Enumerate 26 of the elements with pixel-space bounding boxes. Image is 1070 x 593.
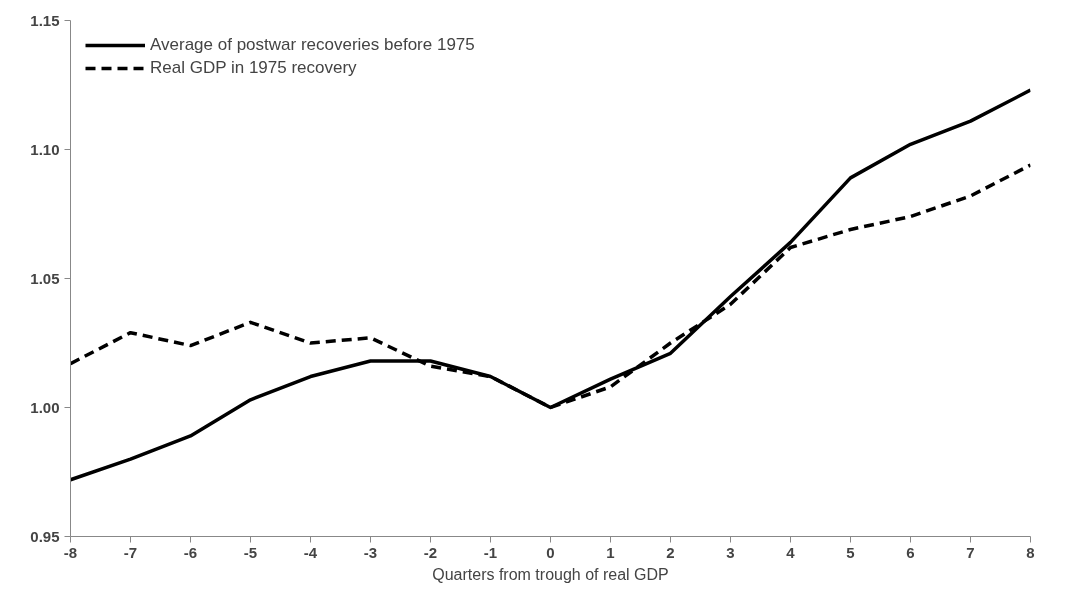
y-tick-label: 1.00 — [30, 398, 60, 416]
x-tick-label: -5 — [243, 543, 258, 561]
legend-label: Average of postwar recoveries before 1975 — [150, 35, 475, 55]
x-tick-label: 4 — [786, 543, 796, 561]
x-tick-label: -2 — [423, 543, 438, 561]
x-tick-label: 2 — [666, 543, 675, 561]
x-tick-label: -6 — [183, 543, 198, 561]
line-series — [70, 88, 1031, 482]
x-tick-label: 1 — [606, 543, 615, 561]
x-tick-label: 6 — [906, 543, 915, 561]
y-tick-label: 0.95 — [30, 527, 60, 545]
x-tick-label: -4 — [303, 543, 318, 561]
x-tick-label: -3 — [363, 543, 378, 561]
y-tick-label: 1.10 — [30, 140, 60, 158]
x-tick-label: -1 — [483, 543, 498, 561]
x-tick-label: -7 — [123, 543, 138, 561]
x-axis-title: Quarters from trough of real GDP — [432, 565, 669, 583]
x-tick-label: 0 — [546, 543, 555, 561]
x-tick-label: 7 — [966, 543, 975, 561]
x-tick-label: 5 — [846, 543, 855, 561]
x-tick-label: 3 — [726, 543, 735, 561]
legend-label: Real GDP in 1975 recovery — [150, 58, 357, 78]
x-tick-label: -8 — [63, 543, 78, 561]
y-tick-label: 1.05 — [30, 269, 60, 287]
x-tick-label: 8 — [1026, 543, 1035, 561]
y-tick-label: 1.15 — [30, 11, 60, 29]
